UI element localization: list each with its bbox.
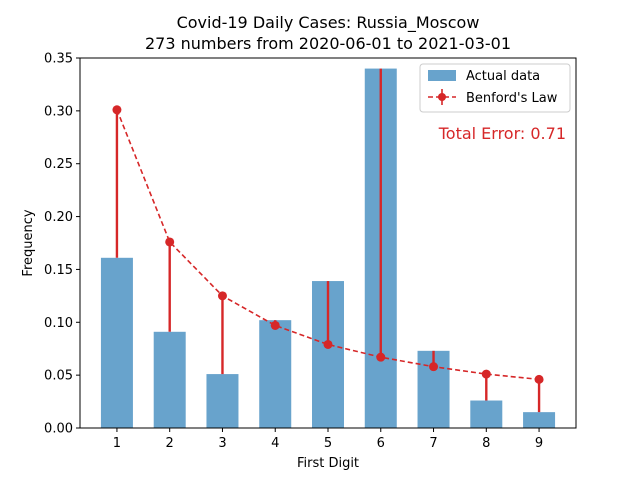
y-tick-label: 0.00 (44, 422, 73, 437)
benford-point-digit-7 (429, 362, 439, 372)
y-tick-label: 0.10 (44, 316, 73, 331)
x-tick-label: 1 (113, 436, 121, 451)
y-tick-label: 0.05 (44, 369, 73, 384)
error-stem-group (115, 68, 541, 413)
y-tick-label: 0.30 (44, 104, 73, 119)
x-tick-label: 8 (482, 436, 490, 451)
legend: Actual data Benford's Law (419, 63, 571, 113)
bar-digit-8 (470, 400, 503, 428)
bar-digit-3 (206, 374, 239, 428)
x-tick-label: 7 (429, 436, 437, 451)
benford-point-digit-9 (534, 374, 544, 384)
legend-label-benford: Benford's Law (466, 91, 558, 106)
y-tick-label: 0.25 (44, 157, 73, 172)
x-tick-label: 6 (377, 436, 385, 451)
bar-digit-2 (153, 331, 186, 428)
legend-swatch-actual (428, 70, 456, 81)
total-error-annotation: Total Error: 0.71 (438, 124, 566, 143)
x-tick-label: 2 (166, 436, 174, 451)
y-tick-label: 0.15 (44, 263, 73, 278)
bar-digit-4 (259, 320, 292, 428)
bar-digit-1 (100, 257, 133, 428)
chart-subtitle: 273 numbers from 2020-06-01 to 2021-03-0… (145, 34, 511, 53)
bar-digit-9 (523, 412, 556, 428)
benford-point-digit-6 (376, 352, 386, 362)
y-axis: 0.00 0.05 0.10 0.15 0.20 0.25 0.30 0.35 (44, 52, 80, 437)
x-axis: 1 2 3 4 5 6 7 8 9 (113, 428, 543, 451)
y-axis-label: Frequency (21, 209, 36, 276)
x-axis-label: First Digit (297, 456, 359, 471)
benford-line-group (112, 105, 544, 384)
x-tick-label: 9 (535, 436, 543, 451)
benford-point-digit-8 (481, 369, 491, 379)
legend-box (419, 63, 571, 113)
benford-point-digit-5 (323, 339, 333, 349)
benford-point-digit-3 (217, 291, 227, 301)
x-tick-label: 5 (324, 436, 332, 451)
y-tick-label: 0.35 (44, 52, 73, 67)
benford-point-digit-1 (112, 105, 122, 115)
chart-title: Covid-19 Daily Cases: Russia_Moscow (177, 13, 480, 33)
benford-point-digit-2 (165, 237, 175, 247)
x-tick-label: 3 (218, 436, 226, 451)
benford-point-digit-4 (270, 320, 280, 330)
legend-marker-benford (438, 93, 446, 101)
legend-label-actual: Actual data (466, 69, 540, 84)
x-tick-label: 4 (271, 436, 279, 451)
y-tick-label: 0.20 (44, 210, 73, 225)
